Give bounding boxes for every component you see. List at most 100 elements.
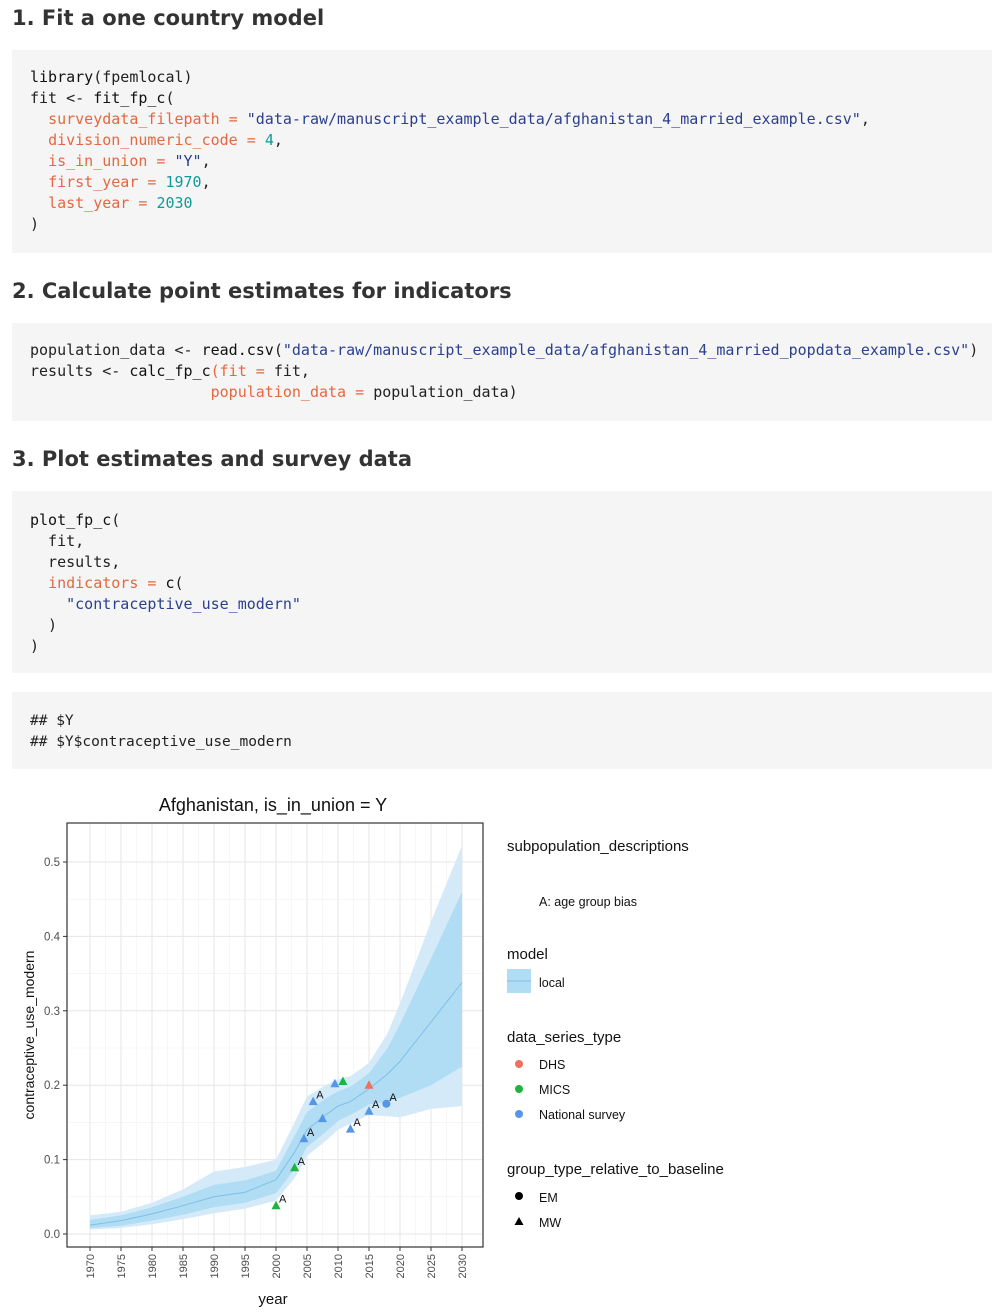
code-token: , (860, 110, 870, 128)
data-point-label: A (389, 1092, 397, 1104)
legend-key-national-survey (515, 1110, 523, 1118)
x-tick-label: 1975 (116, 1254, 128, 1278)
data-point-mw (308, 1096, 318, 1106)
code-string: "Y" (174, 152, 202, 170)
code-token: calc_fp_c (129, 362, 211, 380)
median-line (89, 982, 463, 1226)
code-token: c (165, 574, 175, 592)
code-token: fit_fp_c (93, 89, 166, 107)
code-string: "data-raw/manuscript_example_data/afghan… (246, 110, 861, 128)
y-tick-label: 0.1 (44, 1155, 60, 1167)
data-point-mw (338, 1076, 348, 1085)
data-point-em (382, 1099, 391, 1108)
legend-item-subpop: A: age group bias (539, 895, 637, 909)
axes: 1970 1975 1980 1985 1990 1995 2000 2005 2010 2015… (44, 857, 469, 1278)
y-tick-label: 0.4 (44, 931, 61, 943)
section-heading-estimates: 2. Calculate point estimates for indicat… (12, 279, 512, 303)
code-token (30, 383, 211, 401)
y-tick-label: 0.3 (44, 1006, 60, 1018)
data-point-mw (271, 1200, 281, 1210)
code-token: ( (93, 68, 103, 86)
code-token: ( (111, 511, 121, 529)
code-token: ( (273, 341, 283, 359)
code-token: ( (165, 89, 175, 107)
code-block-fit[interactable]: library(fpemlocal) fit <- fit_fp_c( surv… (12, 50, 992, 253)
code-token: ) (969, 341, 979, 359)
data-point-mw (330, 1078, 340, 1088)
data-point-label: A (298, 1156, 306, 1168)
code-token: , (201, 173, 211, 191)
x-tick-label: 1990 (209, 1254, 221, 1278)
code-token: , (273, 131, 283, 149)
data-point-label: A (316, 1090, 324, 1102)
legend-title-model: model (507, 946, 548, 963)
x-tick-label: 2010 (333, 1254, 345, 1278)
section-heading-fit: 1. Fit a one country model (12, 6, 325, 30)
plot-panel-border (66, 822, 484, 1248)
code-token: library (30, 68, 94, 86)
data-point-mw (364, 1080, 374, 1089)
code-block-estimates[interactable]: population_data <- read.csv("data-raw/ma… (12, 323, 992, 421)
legend-item-em: EM (539, 1191, 558, 1205)
code-token: = (237, 131, 265, 149)
code-arg: is_in_union (48, 152, 148, 170)
code-token: = (129, 194, 157, 212)
code-block-plot[interactable]: plot_fp_c( fit, results, indicators = c(… (12, 491, 992, 673)
data-point-label: A (279, 1194, 287, 1206)
legend-title-group: group_type_relative_to_baseline (507, 1161, 724, 1178)
legend-item-national-survey: National survey (539, 1108, 626, 1122)
output-line: ## $Y$contraceptive_use_modern (30, 734, 292, 750)
legend-title-subpop: subpopulation_descriptions (507, 838, 689, 855)
code-token: ( (210, 362, 220, 380)
code-token: population_data <- (30, 341, 202, 359)
data-point-mw (318, 1113, 327, 1123)
code-token (30, 595, 66, 613)
code-arg: division_numeric_code (48, 131, 238, 149)
x-tick-label: 2005 (302, 1254, 314, 1278)
x-tick-label: 1980 (147, 1254, 159, 1278)
band-95 (90, 845, 462, 1230)
code-token: ) (30, 637, 40, 655)
data-point-mw (345, 1124, 355, 1133)
x-tick-label: 1970 (85, 1254, 97, 1278)
code-token: results <- (30, 362, 130, 380)
legend-key-mw (514, 1217, 524, 1225)
code-arg: fit (219, 362, 247, 380)
legend-item-model: local (539, 976, 565, 990)
code-token: = (147, 152, 175, 170)
section-heading-plot: 3. Plot estimates and survey data (12, 447, 413, 471)
code-number: 1970 (165, 173, 202, 191)
code-token: ) (30, 616, 58, 634)
code-token: = (219, 110, 247, 128)
legend-item-dhs: DHS (539, 1058, 565, 1072)
legend: subpopulation_descriptions A: age group … (507, 838, 724, 1230)
x-tick-label: 1985 (178, 1254, 190, 1278)
code-string: "data-raw/manuscript_example_data/afghan… (282, 341, 970, 359)
y-tick-label: 0.0 (44, 1229, 60, 1241)
legend-item-mics: MICS (539, 1083, 570, 1097)
data-point-mw (299, 1133, 309, 1143)
code-token: results, (30, 553, 121, 571)
code-token: ( (174, 574, 184, 592)
chart-title: Afghanistan, is_in_union = Y (159, 795, 387, 816)
code-token: = (138, 173, 166, 191)
legend-key-em (515, 1192, 523, 1200)
code-token: fpemlocal (102, 68, 184, 86)
legend-key-dhs (515, 1060, 523, 1068)
data-point-label: A (307, 1127, 315, 1139)
code-number: 2030 (156, 194, 193, 212)
legend-item-mw: MW (539, 1216, 561, 1230)
code-token: fit, (273, 362, 310, 380)
code-token: read.csv (201, 341, 274, 359)
code-arg: surveydata_filepath (48, 110, 220, 128)
code-token: = (246, 362, 274, 380)
code-token: , (201, 152, 211, 170)
x-axis-label: year (258, 1291, 287, 1308)
data-point-label: A (353, 1117, 361, 1129)
code-token: fit, (30, 532, 85, 550)
code-arg: first_year (48, 173, 139, 191)
output-block[interactable]: ## $Y ## $Y$contraceptive_use_modern (12, 692, 992, 769)
code-number: 4 (264, 131, 274, 149)
